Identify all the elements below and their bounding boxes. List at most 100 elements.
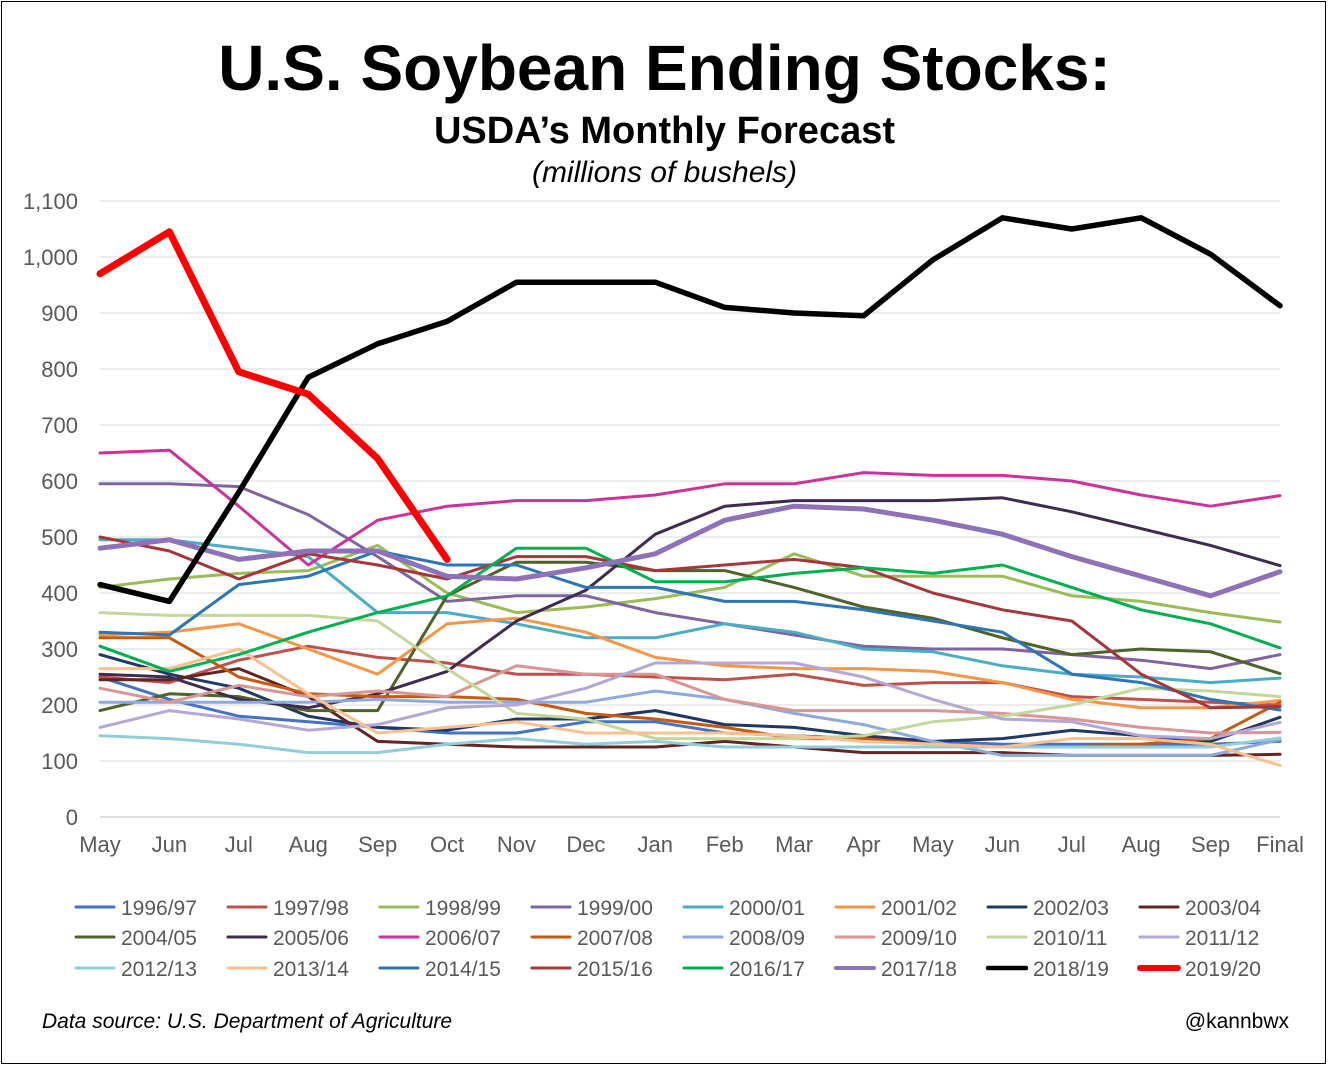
legend-item-2017-18: 2017/18 (834, 958, 957, 981)
legend-label: 2018/19 (1033, 958, 1109, 981)
series-line-2010-11 (98, 611, 1282, 741)
legend-item-2016-17: 2016/17 (682, 958, 805, 981)
x-tick-label: Nov (497, 832, 536, 857)
series-line-2014-15 (98, 549, 1282, 712)
series-line-1996-97 (98, 675, 1282, 746)
series-line-2004-05 (98, 560, 1282, 713)
legend-item-2012-13: 2012/13 (74, 958, 197, 981)
legend-item-2005-06: 2005/06 (226, 927, 349, 950)
legend-label: 2001/02 (881, 897, 957, 920)
series-line-2013-14 (98, 647, 1282, 767)
legend-item-2010-11: 2010/11 (986, 927, 1107, 950)
series-line-2005-06 (98, 496, 1282, 710)
legend-label: 2016/17 (729, 958, 805, 981)
legend-item-2001-02: 2001/02 (834, 897, 957, 920)
y-tick-label: 1,000 (23, 245, 78, 270)
legend-label: 2004/05 (121, 927, 197, 950)
legend-label: 1998/99 (425, 897, 501, 920)
legend-item-1997-98: 1997/98 (226, 897, 349, 920)
legend-label: 1999/00 (577, 897, 653, 920)
y-tick-label: 800 (41, 357, 78, 382)
series-line-2011-12 (98, 661, 1282, 741)
series-line-2017-18 (97, 503, 1283, 599)
y-tick-label: 200 (41, 693, 78, 718)
series-line-2016-17 (98, 546, 1282, 673)
legend-item-2004-05: 2004/05 (74, 927, 197, 950)
y-axis-ticks: 0 100 200 300 400 500 600 700 800 900 1,000 1,100 (23, 189, 78, 830)
legend-label: 2007/08 (577, 927, 653, 950)
x-tick-label: Aug (289, 832, 328, 857)
chart-title: U.S. Soybean Ending Stocks: (218, 32, 1111, 104)
series-line-2008-09 (98, 689, 1282, 757)
legend-label: 2017/18 (881, 958, 957, 981)
x-tick-label: Oct (430, 832, 464, 857)
legend-label: 1997/98 (273, 897, 349, 920)
series-line-1997-98 (98, 644, 1282, 707)
x-tick-label: Sep (1191, 832, 1230, 857)
legend-item-2011-12: 2011/12 (1138, 927, 1259, 950)
legend-label: 2000/01 (729, 897, 805, 920)
series-lines (96, 215, 1283, 767)
legend-item-1999-00: 1999/00 (530, 897, 653, 920)
legend-item-2019-20: 2019/20 (1137, 958, 1261, 981)
x-tick-label: Mar (775, 832, 813, 857)
legend-label: 2005/06 (273, 927, 349, 950)
legend-label: 2011/12 (1185, 927, 1259, 950)
legend-item-2000-01: 2000/01 (682, 897, 805, 920)
legend-item-2015-16: 2015/16 (530, 958, 653, 981)
legend-label: 2002/03 (1033, 897, 1109, 920)
legend-item-2018-19: 2018/19 (985, 958, 1109, 981)
legend-label: 2003/04 (1185, 897, 1261, 920)
legend-item-2006-07: 2006/07 (378, 927, 501, 950)
series-line-2006-07 (98, 448, 1282, 567)
y-tick-label: 1,100 (23, 189, 78, 214)
legend: 1996/97 1997/98 1998/99 1999/00 2000/01 2001/… (74, 897, 1261, 981)
x-axis-ticks: May Jun Jul Aug Sep Oct Nov Dec Jan Feb Mar Apr May J… (79, 832, 1304, 857)
x-tick-label: Feb (706, 832, 744, 857)
legend-label: 2012/13 (121, 958, 197, 981)
y-tick-label: 400 (41, 581, 78, 606)
x-tick-label: Aug (1122, 832, 1161, 857)
legend-item-2013-14: 2013/14 (226, 958, 349, 981)
author-credit: @kannbwx (1184, 1010, 1289, 1033)
x-tick-label: Sep (358, 832, 397, 857)
x-tick-label: Jul (225, 832, 253, 857)
x-tick-label: Jun (985, 832, 1020, 857)
legend-item-2009-10: 2009/10 (834, 927, 957, 950)
legend-label: 1996/97 (121, 897, 197, 920)
legend-label: 2006/07 (425, 927, 501, 950)
y-tick-label: 100 (41, 749, 78, 774)
y-tick-label: 700 (41, 413, 78, 438)
chart-subtitle: USDA’s Monthly Forecast (433, 110, 895, 152)
legend-label: 2008/09 (729, 927, 805, 950)
series-line-2002-03 (98, 653, 1282, 743)
legend-label: 2010/11 (1033, 927, 1107, 950)
legend-item-2003-04: 2003/04 (1138, 897, 1261, 920)
series-line-1999-00 (98, 482, 1282, 671)
legend-label: 2009/10 (881, 927, 957, 950)
series-line-2015-16 (98, 535, 1282, 710)
series-line-2009-10 (98, 664, 1282, 735)
y-tick-label: 900 (41, 301, 78, 326)
legend-label: 2014/15 (425, 958, 501, 981)
x-tick-label: Dec (566, 832, 605, 857)
legend-item-1998-99: 1998/99 (378, 897, 501, 920)
legend-item-2014-15: 2014/15 (378, 958, 501, 981)
x-tick-label: May (79, 832, 121, 857)
y-tick-label: 300 (41, 637, 78, 662)
legend-label: 2015/16 (577, 958, 653, 981)
legend-item-2008-09: 2008/09 (682, 927, 805, 950)
chart-units: (millions of bushels) (531, 156, 798, 189)
series-line-2019-20 (96, 228, 451, 563)
legend-item-2007-08: 2007/08 (530, 927, 653, 950)
y-tick-label: 600 (41, 469, 78, 494)
x-tick-label: Final (1256, 832, 1304, 857)
data-source-note: Data source: U.S. Department of Agricult… (42, 1010, 453, 1033)
x-tick-label: Jan (638, 832, 673, 857)
x-tick-label: Jul (1058, 832, 1086, 857)
x-tick-label: Apr (846, 832, 880, 857)
series-line-2012-13 (98, 734, 1282, 755)
legend-item-1996-97: 1996/97 (74, 897, 197, 920)
